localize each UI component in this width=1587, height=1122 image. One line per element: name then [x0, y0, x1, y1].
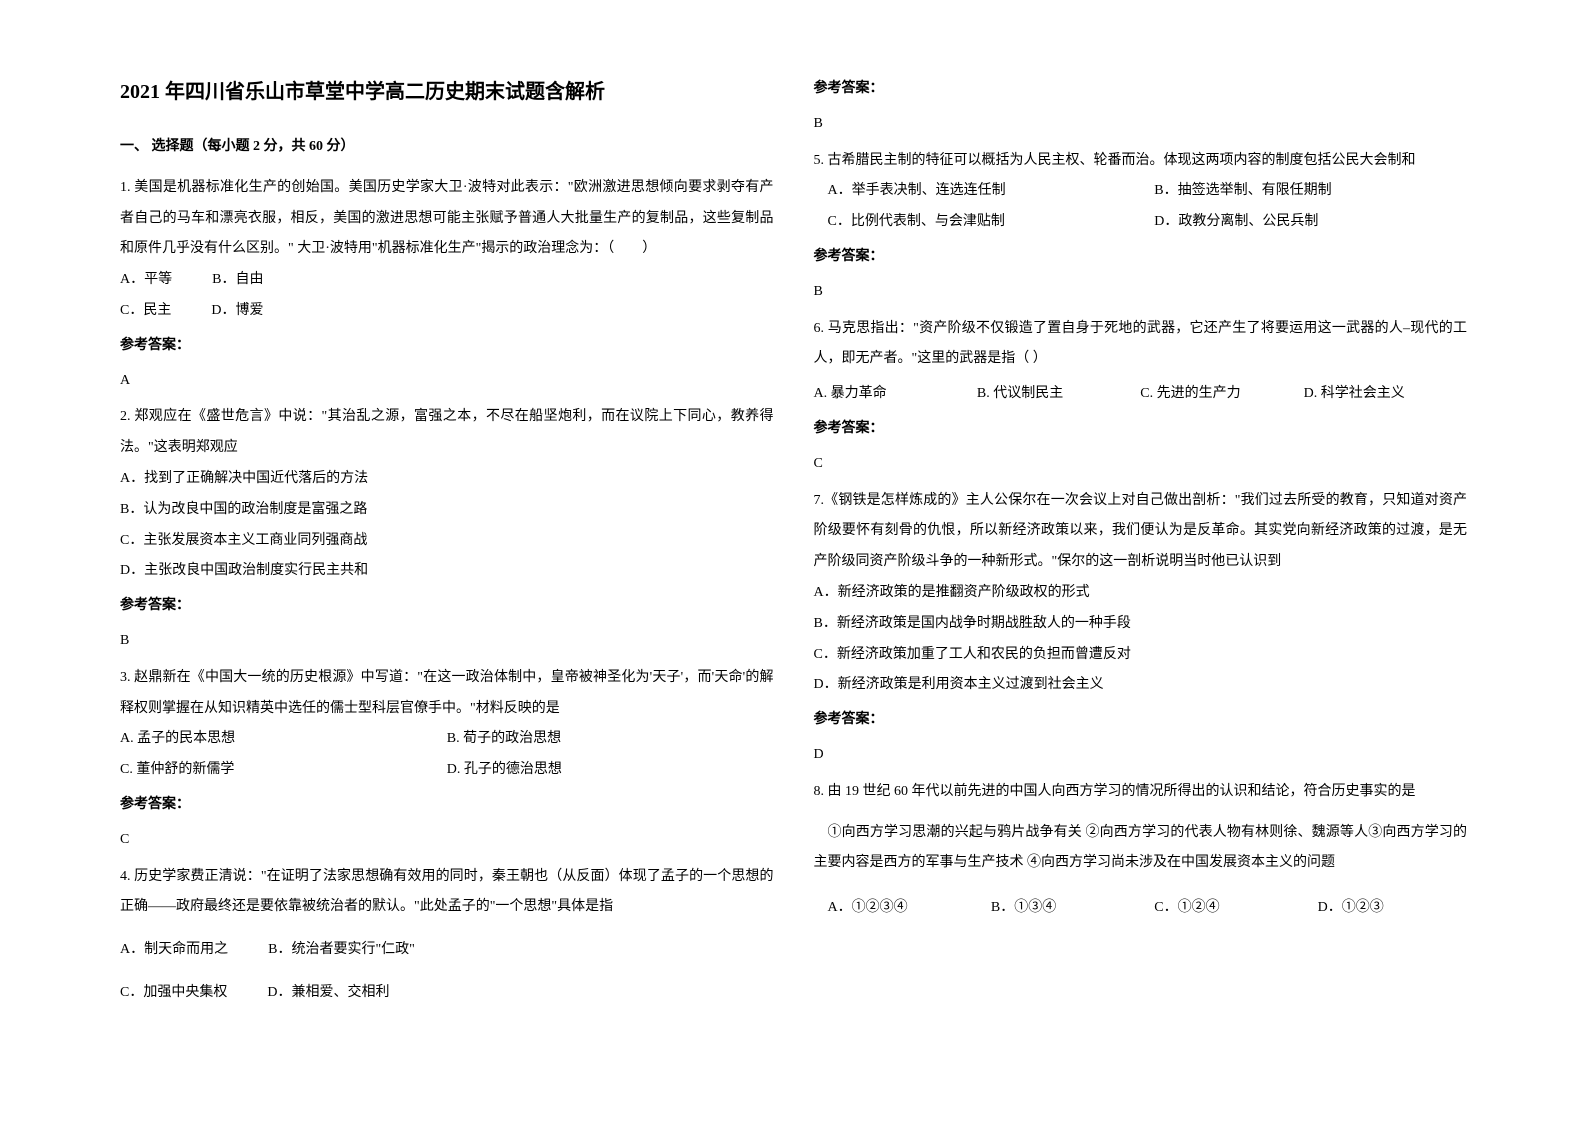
q2-opt-d: D．主张改良中国政治制度实行民主共和 [120, 556, 774, 587]
q7-text: 7.《钢铁是怎样炼成的》主人公保尔在一次会议上对自己做出剖析："我们过去所受的教… [814, 486, 1468, 578]
q4-text: 4. 历史学家费正清说："在证明了法家思想确有效用的同时，秦王朝也（从反面）体现… [120, 862, 774, 924]
q3-answer: C [120, 825, 774, 856]
q4-opt-d: D．兼相爱、交相利 [267, 978, 389, 1009]
q5-answer: B [814, 277, 1468, 308]
page-title: 2021 年四川省乐山市草堂中学高二历史期末试题含解析 [120, 70, 774, 114]
q2-answer: B [120, 626, 774, 657]
q3-opt-c: C. 董仲舒的新儒学 [120, 755, 447, 786]
q6-answer: C [814, 449, 1468, 480]
q8-sub: ①向西方学习思潮的兴起与鸦片战争有关 ②向西方学习的代表人物有林则徐、魏源等人③… [814, 818, 1468, 880]
q6-opt-c: C. 先进的生产力 [1140, 379, 1303, 410]
q1-opt-d: D．博爱 [211, 296, 263, 327]
q6-opt-a: A. 暴力革命 [814, 379, 977, 410]
q3-answer-label: 参考答案： [120, 790, 774, 821]
q7-opt-c: C．新经济政策加重了工人和农民的负担而曾遭反对 [814, 640, 1468, 671]
question-3: 3. 赵鼎新在《中国大一统的历史根源》中写道："在这一政治体制中，皇帝被神圣化为… [120, 663, 774, 856]
q3-opt-a: A. 孟子的民本思想 [120, 724, 447, 755]
q7-answer-label: 参考答案： [814, 705, 1468, 736]
question-2: 2. 郑观应在《盛世危言》中说："其治乱之源，富强之本，不尽在船坚炮利，而在议院… [120, 402, 774, 656]
q6-opt-b: B. 代议制民主 [977, 379, 1140, 410]
q1-answer-label: 参考答案： [120, 331, 774, 362]
q2-opt-c: C．主张发展资本主义工商业同列强商战 [120, 526, 774, 557]
q2-opt-b: B．认为改良中国的政治制度是富强之路 [120, 495, 774, 526]
q2-opt-a: A．找到了正确解决中国近代落后的方法 [120, 464, 774, 495]
q5-opt-d: D．政教分离制、公民兵制 [1140, 207, 1467, 238]
q7-opt-b: B．新经济政策是国内战争时期战胜敌人的一种手段 [814, 609, 1468, 640]
q8-opt-a: A．①②③④ [814, 893, 977, 924]
q2-text: 2. 郑观应在《盛世危言》中说："其治乱之源，富强之本，不尽在船坚炮利，而在议院… [120, 402, 774, 464]
q1-answer: A [120, 366, 774, 397]
q5-text: 5. 古希腊民主制的特征可以概括为人民主权、轮番而治。体现这两项内容的制度包括公… [814, 146, 1468, 177]
q4-opt-c: C．加强中央集权 [120, 978, 227, 1009]
q8-opt-b: B．①③④ [977, 893, 1140, 924]
q1-opt-a: A．平等 [120, 265, 172, 296]
q5-opt-c: C．比例代表制、与会津贴制 [814, 207, 1141, 238]
q3-opt-b: B. 荀子的政治思想 [447, 724, 774, 755]
q6-text: 6. 马克思指出："资产阶级不仅锻造了置自身于死地的武器，它还产生了将要运用这一… [814, 314, 1468, 376]
q2-answer-label: 参考答案： [120, 591, 774, 622]
q1-text: 1. 美国是机器标准化生产的创始国。美国历史学家大卫·波特对此表示："欧洲激进思… [120, 173, 774, 265]
question-8: 8. 由 19 世纪 60 年代以前先进的中国人向西方学习的情况所得出的认识和结… [814, 777, 1468, 924]
q6-opt-d: D. 科学社会主义 [1304, 379, 1467, 410]
q3-text: 3. 赵鼎新在《中国大一统的历史根源》中写道："在这一政治体制中，皇帝被神圣化为… [120, 663, 774, 725]
q1-opt-c: C．民主 [120, 296, 171, 327]
question-6: 6. 马克思指出："资产阶级不仅锻造了置自身于死地的武器，它还产生了将要运用这一… [814, 314, 1468, 480]
q5-opt-b: B．抽签选举制、有限任期制 [1140, 176, 1467, 207]
q1-opt-b: B．自由 [212, 265, 263, 296]
question-4: 4. 历史学家费正清说："在证明了法家思想确有效用的同时，秦王朝也（从反面）体现… [120, 862, 774, 1009]
q5-opt-a: A．举手表决制、连选连任制 [814, 176, 1141, 207]
q7-opt-d: D．新经济政策是利用资本主义过渡到社会主义 [814, 670, 1468, 701]
q7-answer: D [814, 740, 1468, 771]
q3-opt-d: D. 孔子的德治思想 [447, 755, 774, 786]
q6-answer-label: 参考答案： [814, 414, 1468, 445]
question-5: 5. 古希腊民主制的特征可以概括为人民主权、轮番而治。体现这两项内容的制度包括公… [814, 146, 1468, 308]
q8-text: 8. 由 19 世纪 60 年代以前先进的中国人向西方学习的情况所得出的认识和结… [814, 777, 1468, 808]
q4-opt-b: B．统治者要实行"仁政" [268, 935, 415, 966]
q7-opt-a: A．新经济政策的是推翻资产阶级政权的形式 [814, 578, 1468, 609]
question-1: 1. 美国是机器标准化生产的创始国。美国历史学家大卫·波特对此表示："欧洲激进思… [120, 173, 774, 397]
q8-opt-c: C．①②④ [1140, 893, 1303, 924]
section-header: 一、 选择题（每小题 2 分，共 60 分） [120, 132, 774, 163]
q8-opt-d: D．①②③ [1304, 893, 1467, 924]
q4-opt-a: A．制天命而用之 [120, 935, 228, 966]
q5-answer-label: 参考答案： [814, 242, 1468, 273]
q4-answer-label: 参考答案： [814, 74, 1468, 105]
q4-answer: B [814, 109, 1468, 140]
question-7: 7.《钢铁是怎样炼成的》主人公保尔在一次会议上对自己做出剖析："我们过去所受的教… [814, 486, 1468, 771]
